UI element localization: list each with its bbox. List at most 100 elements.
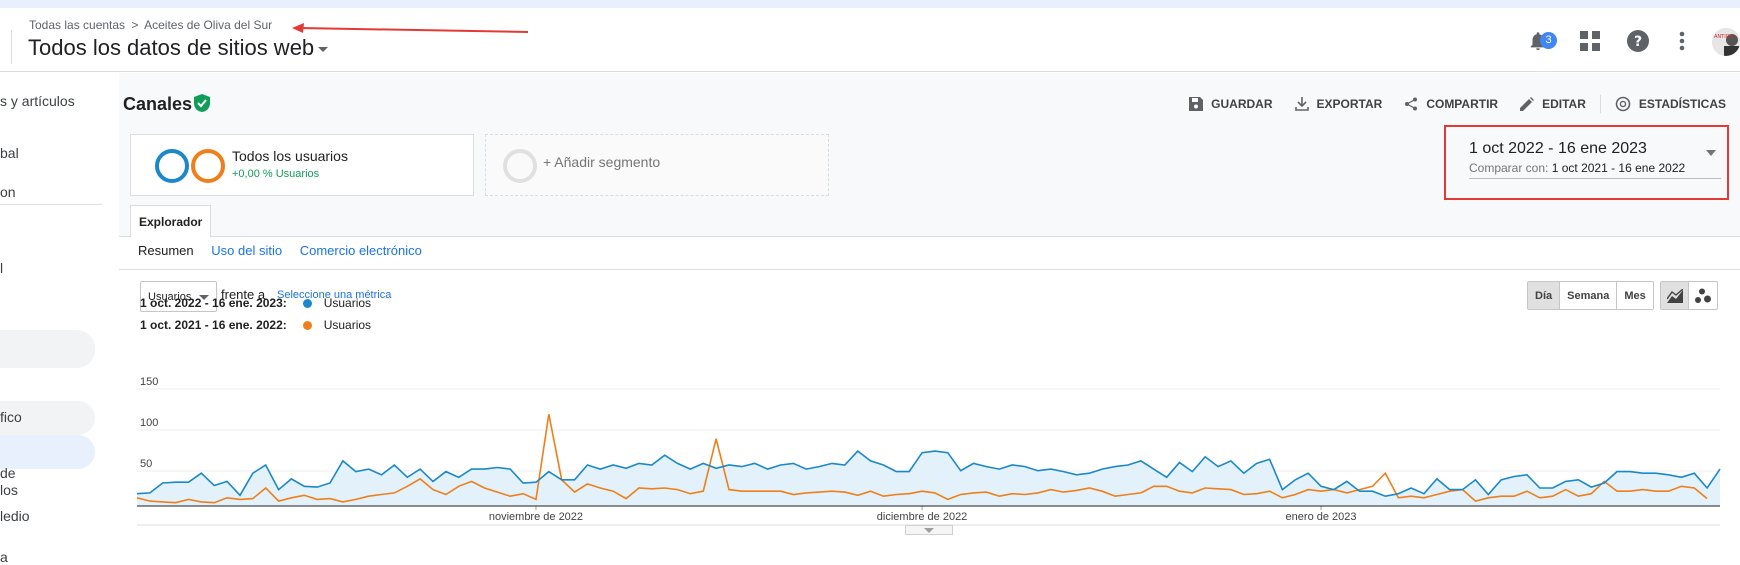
date-compare-label: Comparar con: <box>1469 161 1549 175</box>
x-tick-label: noviembre de 2022 <box>489 511 583 523</box>
breadcrumb-root[interactable]: Todas las cuentas <box>29 18 126 32</box>
edit-button[interactable]: EDITAR <box>1520 95 1586 113</box>
subtab-ecommerce[interactable]: Comercio electrónico <box>299 243 422 258</box>
app-header: Todas las cuentas > Aceites de Oliva del… <box>0 8 1740 72</box>
sidebar-item-7[interactable]: ledio <box>0 508 30 524</box>
apps-grid-icon[interactable] <box>1580 31 1600 51</box>
insights-icon <box>1615 96 1631 112</box>
save-button[interactable]: GUARDAR <box>1189 95 1273 113</box>
avatar-logo-text: ANTIDO <box>1714 34 1734 40</box>
legend-previous-metric: Usuarios <box>323 318 372 332</box>
subtab-site-usage[interactable]: Uso del sitio <box>211 243 283 258</box>
subtab-summary[interactable]: Resumen <box>138 243 194 258</box>
select-metric-link[interactable]: Seleccione una métrica <box>277 289 392 301</box>
series-area-current <box>137 451 1720 506</box>
chevron-down-icon <box>924 528 934 533</box>
legend-dot-icon <box>303 299 313 309</box>
header-divider <box>11 30 12 64</box>
granularity-week[interactable]: Semana <box>1560 282 1618 309</box>
sidebar-item-4[interactable]: fico <box>0 409 22 425</box>
date-underline <box>1469 178 1721 179</box>
save-label: GUARDAR <box>1211 97 1273 111</box>
more-vert-icon[interactable] <box>1678 31 1686 51</box>
sidebar-item-0[interactable]: s y artículos <box>0 93 75 109</box>
save-icon <box>1189 97 1204 111</box>
legend-previous-period: 1 oct. 2021 - 16 ene. 2022: <box>140 318 287 332</box>
page-title: Canales <box>123 94 193 114</box>
segment-name: Todos los usuarios <box>232 148 348 164</box>
report-tabs: Explorador <box>119 205 1740 238</box>
top-strip <box>0 0 1740 8</box>
share-icon <box>1405 97 1418 111</box>
share-button[interactable]: COMPARTIR <box>1404 95 1498 113</box>
breadcrumb-separator: > <box>131 18 139 32</box>
motion-chart-button[interactable] <box>1689 282 1717 309</box>
granularity-day[interactable]: Día <box>1528 282 1561 309</box>
metric-value: Usuarios <box>148 291 192 303</box>
y-tick-label: 150 <box>140 376 158 388</box>
add-segment-button[interactable]: + Añadir segmento <box>485 134 829 196</box>
legend-previous: 1 oct. 2021 - 16 ene. 2022: Usuarios <box>140 318 371 332</box>
explorer-subtabs: Resumen Uso del sitio Comercio electróni… <box>138 243 436 258</box>
granularity-month[interactable]: Mes <box>1617 282 1653 309</box>
svg-text:?: ? <box>1634 34 1642 50</box>
download-icon <box>1294 97 1309 111</box>
export-button[interactable]: EXPORTAR <box>1294 95 1383 113</box>
y-tick-label: 50 <box>140 458 152 470</box>
versus-text: frente a <box>221 287 266 302</box>
segment-circle-blue-icon <box>155 149 189 183</box>
date-range-text: 1 oct 2022 - 16 ene 2023 <box>1469 140 1647 157</box>
x-tick-label: enero de 2023 <box>1286 511 1357 523</box>
add-segment-circle-icon <box>503 149 537 183</box>
help-icon[interactable]: ? <box>1627 30 1649 52</box>
sidebar-divider <box>0 204 102 205</box>
x-tick-label: diciembre de 2022 <box>877 511 968 523</box>
add-segment-label: + Añadir segmento <box>543 154 661 170</box>
users-line-chart[interactable]: 50 100 150 noviembre de 2022 diciembre de 20… <box>137 366 1727 533</box>
insights-button[interactable]: ESTADÍSTICAS <box>1615 95 1726 113</box>
segment-change: +0,00 % Usuarios <box>232 168 320 180</box>
metric-select[interactable]: Usuarios <box>140 281 217 312</box>
date-range-picker[interactable]: 1 oct 2022 - 16 ene 2023 Comparar con: 1… <box>1444 125 1729 200</box>
sidebar: s y artículos bal on l fico de los ledio… <box>0 73 119 565</box>
edit-label: EDITAR <box>1542 97 1586 111</box>
date-compare: Comparar con: 1 oct 2021 - 16 ene 2022 <box>1469 161 1685 175</box>
report-toolbar: GUARDAR EXPORTAR COMPARTIR EDITAR ESTADÍ… <box>1167 95 1726 113</box>
chevron-down-icon[interactable] <box>1706 150 1716 156</box>
view-selector[interactable]: Todos los datos de sitios web <box>28 35 329 61</box>
series-line-current <box>137 450 1721 498</box>
chevron-down-icon <box>318 46 329 52</box>
legend-current-period: 1 oct. 2022 - 16 ene. 2023: <box>140 296 287 310</box>
notification-badge: 3 <box>1540 32 1557 49</box>
chevron-down-icon <box>199 295 209 300</box>
sidebar-item-2[interactable]: on <box>0 184 16 200</box>
sidebar-item-3[interactable]: l <box>0 260 4 276</box>
export-label: EXPORTAR <box>1316 97 1383 111</box>
sidebar-item-6[interactable]: los <box>0 482 18 498</box>
line-chart-button[interactable] <box>1661 282 1689 309</box>
segment-card-all-users[interactable]: Todos los usuarios +0,00 % Usuarios <box>130 134 474 196</box>
share-label: COMPARTIR <box>1426 97 1499 111</box>
pencil-icon <box>1520 97 1535 111</box>
avatar[interactable]: ANTIDO <box>1712 28 1740 56</box>
legend-dot-icon <box>303 321 313 331</box>
chart-collapse-handle[interactable] <box>905 525 953 535</box>
granularity-toggle: Día Semana Mes <box>1527 281 1654 310</box>
date-compare-range: 1 oct 2021 - 16 ene 2022 <box>1551 161 1686 175</box>
sidebar-item-8[interactable]: a <box>0 549 8 565</box>
segment-circle-orange-icon <box>191 149 225 183</box>
view-title: Todos los datos de sitios web <box>28 35 315 60</box>
breadcrumb[interactable]: Todas las cuentas > Aceites de Oliva del… <box>29 18 272 32</box>
chart-type-toggle <box>1660 281 1718 310</box>
sidebar-active-highlight <box>0 330 95 368</box>
y-tick-label: 100 <box>140 417 158 429</box>
tab-explorer[interactable]: Explorador <box>130 205 212 238</box>
sidebar-hover-highlight <box>0 401 95 435</box>
sidebar-item-1[interactable]: bal <box>0 145 19 161</box>
bubble-chart-icon <box>1695 288 1711 303</box>
sidebar-item-5[interactable]: de <box>0 465 16 481</box>
insights-label: ESTADÍSTICAS <box>1638 97 1726 111</box>
annotation-arrow-icon <box>292 23 529 33</box>
breadcrumb-account[interactable]: Aceites de Oliva del Sur <box>144 18 273 32</box>
title-bar <box>119 73 1740 125</box>
